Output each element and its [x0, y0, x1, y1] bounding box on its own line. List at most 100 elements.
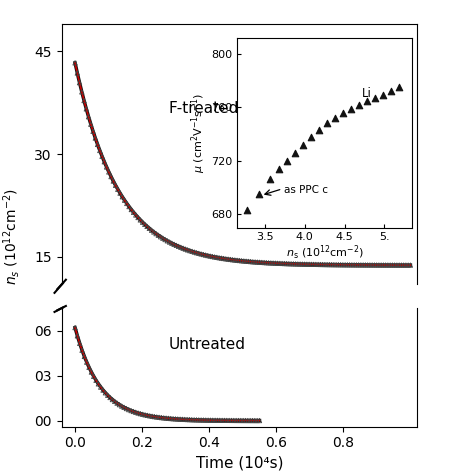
- Point: [202, 251, 210, 259]
- Point: [160, 414, 167, 422]
- Point: [82, 105, 90, 113]
- Point: [132, 211, 140, 219]
- Point: [384, 261, 392, 269]
- Point: [371, 261, 378, 269]
- Point: [287, 260, 295, 267]
- Point: [231, 256, 238, 264]
- Point: [215, 254, 223, 262]
- Point: [315, 126, 323, 134]
- Point: [331, 114, 339, 122]
- Point: [137, 216, 144, 224]
- Point: [321, 261, 328, 268]
- Point: [166, 238, 173, 246]
- Point: [278, 260, 286, 267]
- Point: [276, 260, 283, 267]
- Point: [227, 255, 234, 263]
- Point: [73, 69, 81, 77]
- Point: [395, 261, 403, 269]
- Point: [139, 410, 146, 418]
- Point: [71, 59, 79, 67]
- Y-axis label: $\mu\ ({\rm cm}^2{\rm V}^{-1}{\rm s}^{-1})$: $\mu\ ({\rm cm}^2{\rm V}^{-1}{\rm s}^{-1…: [190, 93, 208, 173]
- Point: [134, 214, 142, 221]
- Point: [299, 260, 306, 268]
- Point: [83, 358, 91, 366]
- Point: [254, 258, 261, 266]
- Point: [350, 261, 358, 269]
- Point: [104, 392, 111, 399]
- Point: [94, 141, 101, 148]
- Point: [97, 383, 104, 391]
- Point: [355, 101, 363, 109]
- Point: [339, 261, 346, 269]
- Point: [85, 113, 92, 120]
- Point: [348, 261, 356, 269]
- Point: [346, 261, 354, 269]
- Point: [151, 413, 158, 420]
- Point: [114, 185, 122, 193]
- Point: [121, 196, 128, 204]
- Point: [112, 182, 119, 189]
- Point: [373, 261, 381, 269]
- Point: [148, 412, 156, 420]
- Point: [192, 416, 200, 424]
- Point: [129, 408, 137, 415]
- Point: [236, 257, 243, 264]
- Point: [251, 258, 259, 266]
- Point: [319, 261, 327, 268]
- Point: [100, 158, 108, 165]
- Point: [237, 417, 245, 424]
- Point: [99, 386, 107, 394]
- Point: [155, 413, 163, 421]
- Point: [249, 258, 256, 265]
- Point: [207, 416, 214, 424]
- Text: $n_s\ (10^{12}{\rm cm}^{-2})$: $n_s\ (10^{12}{\rm cm}^{-2})$: [1, 189, 22, 285]
- Point: [193, 249, 201, 256]
- Point: [214, 417, 221, 424]
- Point: [174, 415, 182, 423]
- Point: [328, 261, 336, 268]
- Point: [391, 261, 399, 269]
- Point: [244, 417, 252, 424]
- Point: [144, 411, 151, 419]
- Point: [80, 97, 88, 104]
- Point: [382, 261, 390, 269]
- Point: [326, 261, 333, 268]
- Point: [317, 261, 324, 268]
- Point: [233, 256, 241, 264]
- Point: [283, 260, 291, 267]
- Point: [211, 417, 219, 424]
- Point: [200, 251, 207, 258]
- Point: [128, 206, 135, 213]
- Point: [244, 206, 251, 214]
- Point: [335, 261, 342, 268]
- Point: [240, 257, 247, 265]
- Point: [113, 399, 121, 407]
- Point: [407, 261, 414, 269]
- Point: [139, 219, 146, 226]
- Point: [137, 410, 144, 418]
- Point: [238, 257, 246, 264]
- Point: [377, 261, 385, 269]
- Point: [379, 91, 387, 99]
- Point: [357, 261, 365, 269]
- Point: [222, 255, 229, 263]
- Point: [266, 176, 273, 183]
- Point: [398, 261, 405, 269]
- Point: [359, 261, 367, 269]
- Point: [188, 416, 196, 423]
- Point: [269, 259, 277, 267]
- Point: [191, 248, 198, 256]
- Point: [272, 259, 279, 267]
- Point: [294, 260, 301, 268]
- Point: [120, 403, 128, 411]
- Point: [216, 417, 224, 424]
- Point: [197, 250, 205, 258]
- Point: [305, 260, 313, 268]
- Point: [188, 247, 196, 255]
- Point: [341, 261, 349, 269]
- Point: [167, 415, 174, 422]
- Point: [239, 417, 247, 424]
- Point: [209, 253, 216, 260]
- Point: [173, 242, 180, 249]
- Point: [130, 209, 137, 216]
